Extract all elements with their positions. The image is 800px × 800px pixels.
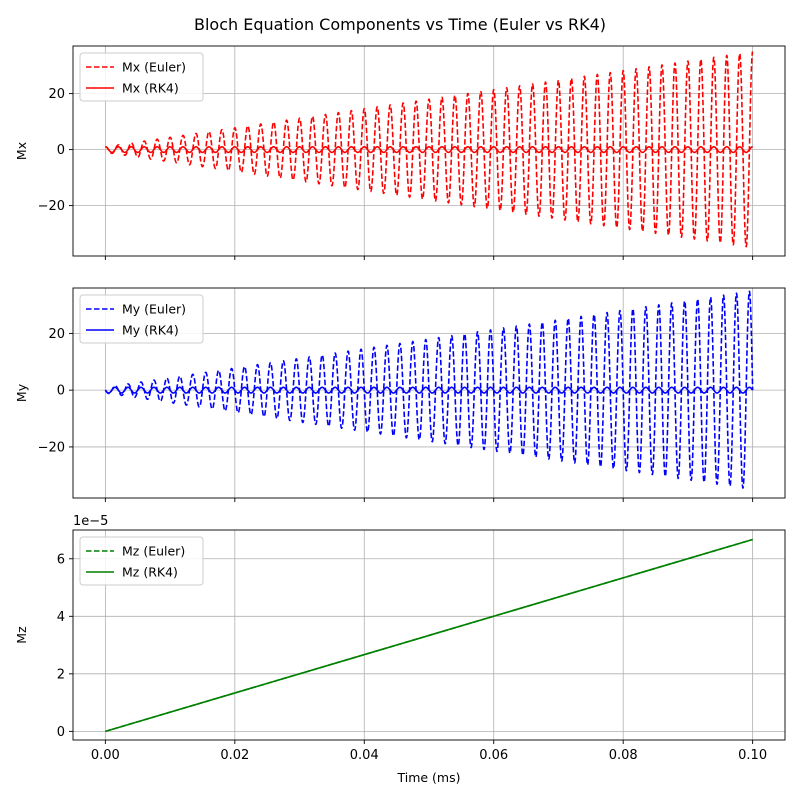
legend-label: Mz (Euler) (122, 544, 185, 559)
legend-label: My (Euler) (122, 302, 186, 317)
x-tick-label: 0.08 (609, 748, 638, 763)
x-tick-label: 0.06 (479, 748, 508, 763)
y-tick-label: 6 (57, 552, 65, 567)
x-axis-label: Time (ms) (396, 770, 460, 785)
y-tick-label: −20 (38, 199, 65, 214)
y-tick-label: 20 (48, 87, 65, 102)
series-line-mx-rk4 (104, 146, 754, 154)
legend: My (Euler) My (RK4) (79, 294, 204, 344)
panel-my: −20 0 20 My My (Euler) My (RK4) (14, 287, 786, 502)
legend-label: Mx (RK4) (122, 81, 179, 96)
legend-box (79, 294, 204, 344)
y-tick-label: 20 (48, 327, 65, 342)
x-tick-label: 0.00 (91, 748, 120, 763)
y-axis-label: My (14, 383, 29, 402)
legend-label: Mz (RK4) (122, 565, 178, 580)
series-line-mz-euler (105, 538, 753, 733)
y-tick-label: 2 (57, 667, 65, 682)
axes-frame (72, 529, 786, 741)
series-line-my-euler (104, 290, 754, 489)
panel-mz: 0.00 0.02 0.04 0.06 0.08 0.10 0 2 4 6 Mz Time (ms) 1… (14, 514, 786, 785)
x-tick-label: 0.04 (350, 748, 379, 763)
y-tick-label: 0 (57, 384, 65, 399)
y-axis-label: Mx (14, 142, 29, 160)
axes-frame (72, 45, 786, 257)
figure-title: Bloch Equation Components vs Time (Euler… (194, 15, 606, 34)
x-tick-label: 0.02 (220, 748, 249, 763)
legend-box (79, 52, 204, 102)
y-tick-label: −20 (38, 440, 65, 455)
legend: Mx (Euler) Mx (RK4) (79, 52, 204, 102)
panel-mx: −20 0 20 Mx Mx (Euler) Mx (RK4) (14, 45, 786, 260)
y-axis-label: Mz (14, 626, 29, 644)
axes-frame (72, 287, 786, 499)
y-scale-label: 1e−5 (73, 514, 108, 529)
legend-label: Mx (Euler) (122, 60, 186, 75)
legend-label: My (RK4) (122, 323, 179, 338)
series-line-mx-euler (104, 51, 754, 248)
x-tick-label: 0.10 (738, 748, 767, 763)
legend: Mz (Euler) Mz (RK4) (79, 536, 204, 586)
y-tick-label: 0 (57, 143, 65, 158)
legend-box (79, 536, 204, 586)
y-tick-label: 4 (57, 610, 65, 625)
y-tick-label: 0 (57, 725, 65, 740)
